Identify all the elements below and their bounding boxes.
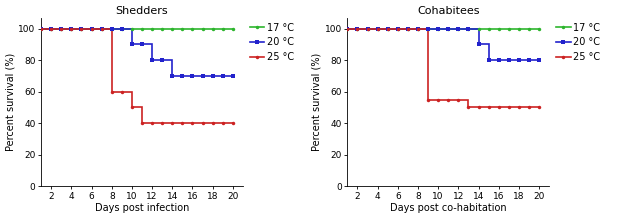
Y-axis label: Percent survival (%): Percent survival (%) bbox=[6, 53, 16, 151]
X-axis label: Days post co-habitation: Days post co-habitation bbox=[390, 203, 507, 214]
Title: Cohabitees: Cohabitees bbox=[417, 5, 479, 16]
Legend: 17 °C, 20 °C, 25 °C: 17 °C, 20 °C, 25 °C bbox=[250, 23, 295, 62]
Y-axis label: Percent survival (%): Percent survival (%) bbox=[312, 53, 322, 151]
X-axis label: Days post infection: Days post infection bbox=[95, 203, 189, 214]
Legend: 17 °C, 20 °C, 25 °C: 17 °C, 20 °C, 25 °C bbox=[556, 23, 601, 62]
Title: Shedders: Shedders bbox=[115, 5, 168, 16]
